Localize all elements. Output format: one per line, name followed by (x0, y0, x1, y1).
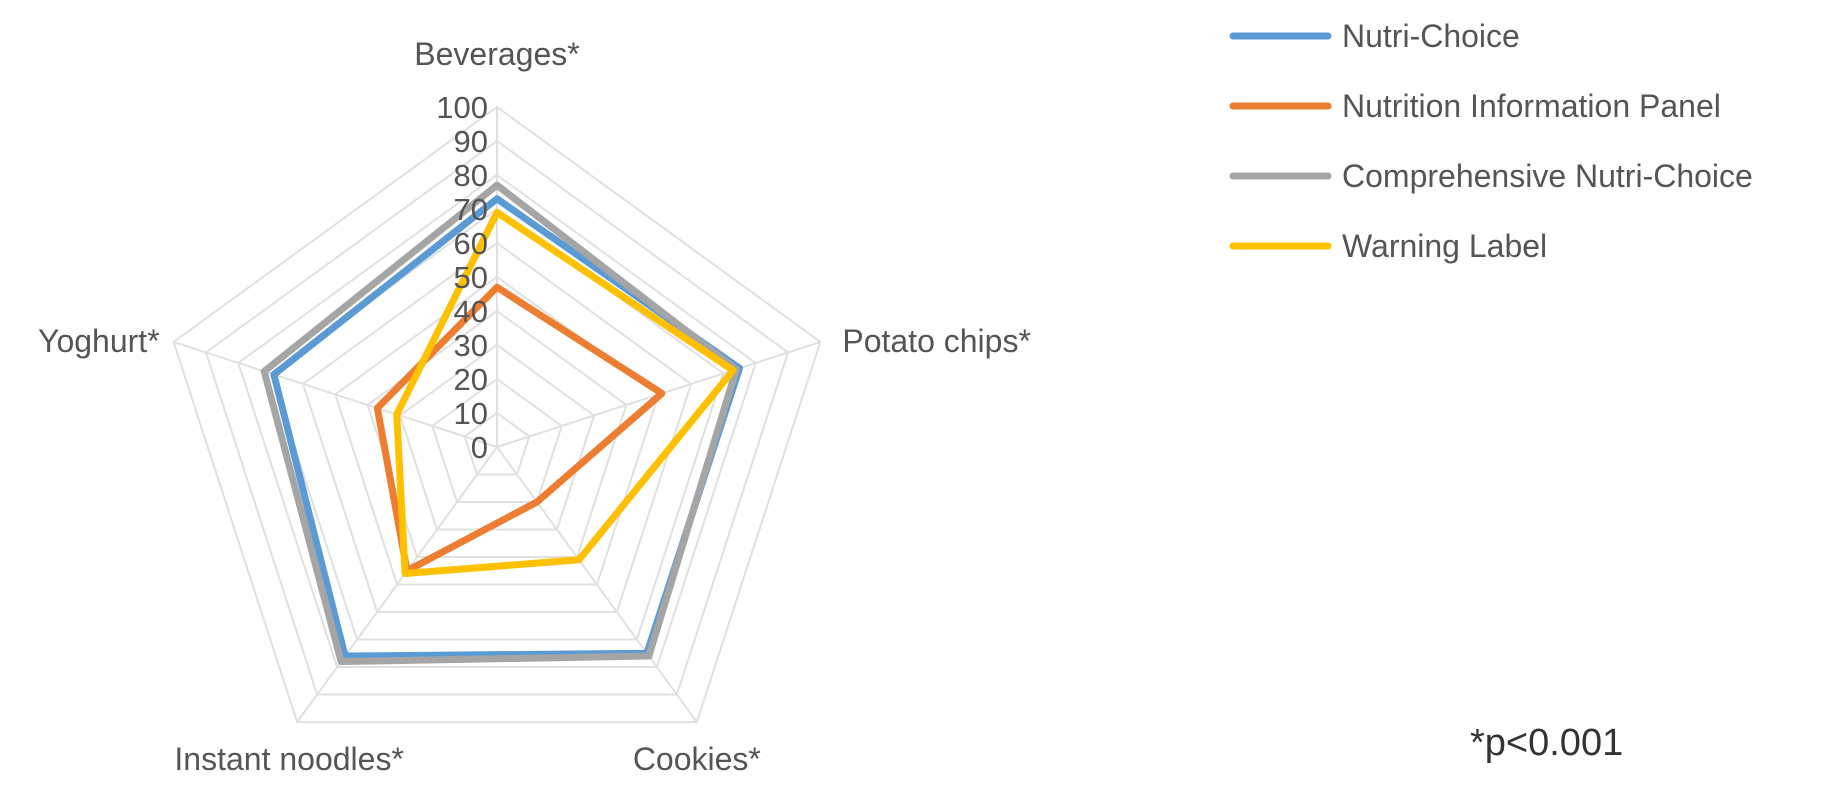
tick-label: 20 (454, 362, 488, 397)
axis-spoke (496, 446, 698, 723)
legend: Nutri-Choice Nutrition Information Panel C… (1229, 18, 1753, 264)
tick-label: 70 (454, 192, 488, 227)
tick-label: 100 (436, 90, 488, 125)
grid-ring-30 (398, 343, 596, 531)
radar-series (260, 181, 744, 666)
tick-label: 60 (454, 226, 488, 261)
tick-label: 40 (454, 294, 488, 329)
grid-ring-90 (204, 139, 790, 696)
grid-ring-10 (463, 411, 531, 476)
grid-ring-100 (172, 105, 822, 724)
category-label: Cookies* (633, 741, 761, 777)
category-label: Beverages* (414, 36, 579, 72)
tick-label: 90 (454, 124, 488, 159)
significance-note: *p<0.001 (1470, 722, 1623, 764)
series-line-1 (373, 283, 666, 575)
legend-entry-3: Warning Label (1342, 228, 1547, 264)
tick-label: 80 (454, 158, 488, 193)
legend-entry-0: Nutri-Choice (1342, 18, 1520, 54)
series-line-3 (393, 208, 737, 578)
tick-label: 10 (454, 396, 488, 431)
category-label: Yoghurt* (38, 323, 160, 359)
grid-ring-40 (366, 309, 628, 559)
axis-spoke (296, 446, 498, 723)
radar-grid (172, 105, 822, 724)
axis-spoke (173, 340, 498, 448)
legend-entry-2: Comprehensive Nutri-Choice (1342, 158, 1753, 194)
tick-label: 0 (471, 430, 488, 465)
category-label: Instant noodles* (174, 741, 404, 777)
grid-ring-60 (301, 241, 693, 614)
tick-label: 50 (454, 260, 488, 295)
tick-label: 30 (454, 328, 488, 363)
grid-ring-80 (237, 173, 757, 669)
legend-entry-1: Nutrition Information Panel (1342, 88, 1721, 124)
grid-ring-20 (431, 377, 563, 504)
category-label: Potato chips* (842, 323, 1031, 359)
series-line-2 (260, 181, 740, 666)
